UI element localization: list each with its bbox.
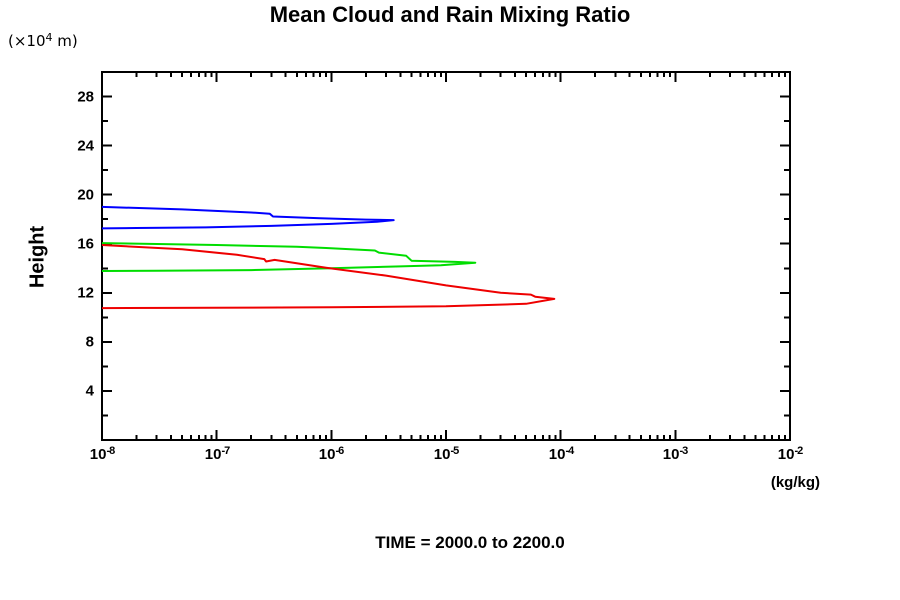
x-tick-base: 10 [548,446,566,463]
blue-profile-line [101,205,395,230]
time-caption: TIME = 2000.0 to 2200.0 [375,533,565,552]
y-tick-label: 8 [85,333,94,351]
x-tick-exponent: -2 [794,445,803,457]
axis-frame [101,71,791,441]
x-tick-exponent: -5 [450,445,459,457]
green-profile-line [101,242,477,272]
x-tick-base: 10 [777,446,795,463]
y-tick-label: 20 [77,186,94,204]
y-unit-exponent: 4 [45,31,53,44]
red-profile-line [101,244,556,310]
x-tick-exponent: -4 [565,445,574,457]
x-tick-base: 10 [662,446,680,463]
x-tick-label: 10-6 [318,445,344,463]
y-unit-suffix: m) [52,32,78,50]
x-tick-exponent: -6 [335,445,344,457]
x-tick-label: 10-4 [548,445,574,463]
x-tick-label: 10-8 [89,445,115,463]
x-tick-base: 10 [89,446,107,463]
x-tick-base: 10 [433,446,451,463]
x-tick-label: 10-3 [662,445,688,463]
x-tick-exponent: -7 [221,445,230,457]
x-axis-unit-label: (kg/kg) [770,474,820,491]
y-tick-label: 24 [77,137,94,155]
y-tick-label: 4 [85,382,94,400]
x-tick-exponent: -8 [106,445,115,457]
y-tick-label: 16 [77,235,94,253]
y-tick-label: 12 [77,284,94,302]
chart-title: Mean Cloud and Rain Mixing Ratio [269,2,631,27]
y-axis-unit-label: (×104 m) [8,31,78,50]
y-tick-label: 28 [77,88,94,106]
x-tick-label: 10-5 [433,445,459,463]
x-tick-exponent: -3 [679,445,688,457]
x-tick-base: 10 [204,446,222,463]
x-tick-label: 10-2 [777,445,803,463]
x-tick-base: 10 [318,446,336,463]
y-unit-prefix: (×10 [8,32,46,50]
x-tick-label: 10-7 [204,445,230,463]
